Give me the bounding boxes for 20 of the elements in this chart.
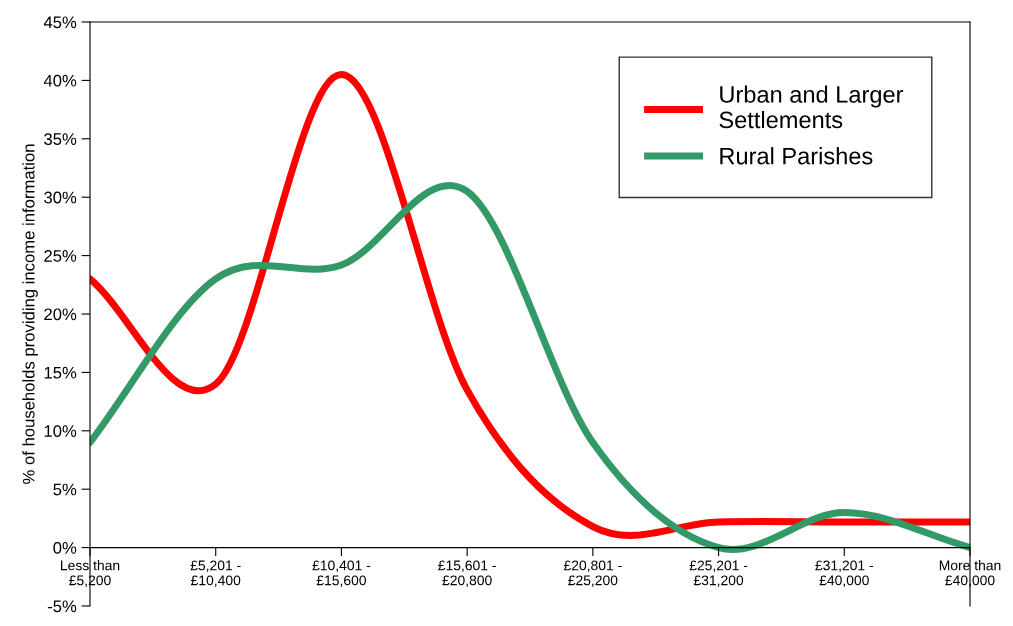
y-tick-label: 0% xyxy=(53,542,77,554)
y-tick-label: 5% xyxy=(53,483,77,496)
y-tick-label: 10% xyxy=(44,425,77,437)
y-tick-label: 25% xyxy=(44,250,77,262)
x-tick-label: £20,801 - £25,200 xyxy=(563,560,622,587)
y-tick-label: 35% xyxy=(44,133,77,145)
x-tick-label: £10,401 - £15,600 xyxy=(312,560,371,587)
y-tick-label: 40% xyxy=(43,74,77,87)
y-tick-label: 30% xyxy=(44,191,77,204)
x-tick-label: £31,201 - £40,000 xyxy=(815,560,874,587)
x-tick-label: £5,201 - £10,400 xyxy=(190,560,241,587)
legend-label: Rural Parishes xyxy=(720,147,873,165)
y-tick-label: 45% xyxy=(43,16,77,29)
y-axis-title: % of households providing income information xyxy=(22,144,38,484)
y-tick-label: 15% xyxy=(44,366,77,379)
x-tick-label: £25,201 - £31,200 xyxy=(689,560,748,587)
y-tick-label: 20% xyxy=(44,308,77,321)
y-tick-label: -5% xyxy=(47,600,77,613)
x-tick-label: £15,601 - £20,800 xyxy=(438,560,496,587)
legend-label: Urban and Larger Settlements xyxy=(719,85,904,129)
